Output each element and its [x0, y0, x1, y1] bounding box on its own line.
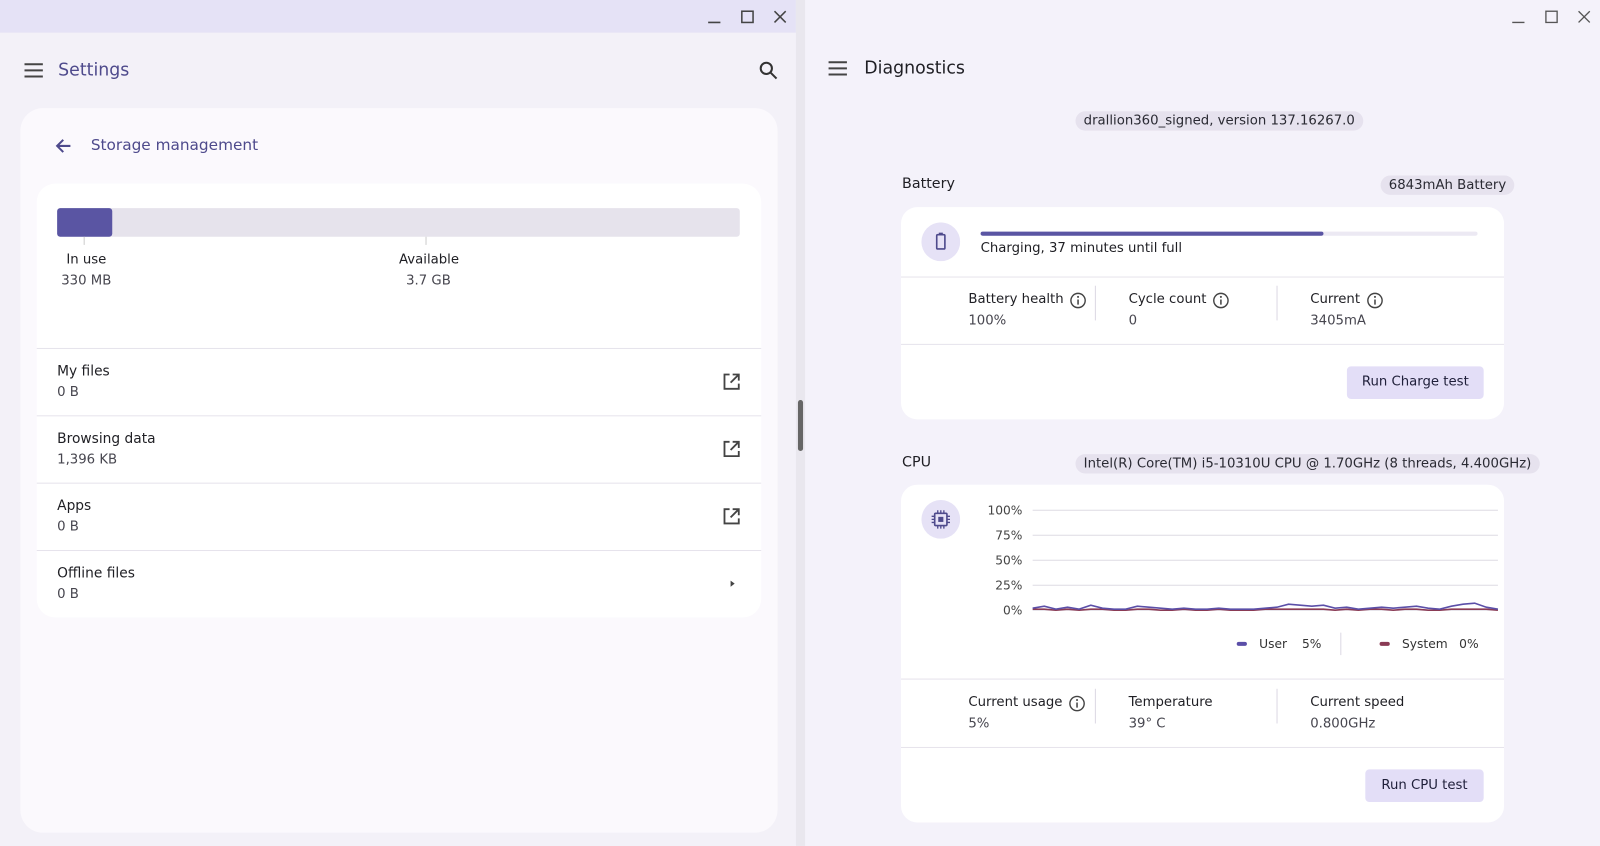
- in-use-value: 330 MB: [61, 273, 112, 289]
- window-controls[interactable]: [704, 8, 790, 26]
- charge-status: Charging, 37 minutes until full: [980, 240, 1183, 257]
- item-size: 0 B: [57, 586, 79, 603]
- item-size: 0 B: [57, 519, 79, 535]
- separator: [901, 746, 1505, 748]
- chevron-icon[interactable]: [720, 572, 742, 594]
- stat-value: 3405mA: [1310, 313, 1366, 329]
- menu-icon[interactable]: [828, 60, 848, 76]
- marker: [425, 236, 427, 245]
- info-icon[interactable]: [1069, 695, 1086, 712]
- stat-value: 0: [1128, 313, 1138, 329]
- run-cpu-test-button[interactable]: Run CPU test: [1365, 769, 1484, 803]
- open-icon[interactable]: [720, 370, 742, 392]
- separator: [901, 678, 1505, 680]
- stat-value: 5%: [968, 716, 990, 732]
- app-title: Diagnostics: [864, 58, 965, 79]
- stat-label: Current: [1310, 291, 1361, 308]
- item-size: 0 B: [57, 384, 79, 400]
- search-icon[interactable]: [759, 61, 779, 81]
- app-title: Settings: [58, 60, 130, 81]
- y-tick-label: 50%: [995, 553, 1022, 567]
- title-bar: [0, 0, 796, 33]
- storage-row[interactable]: [36, 549, 762, 618]
- stat-label: Current usage: [968, 694, 1063, 711]
- page-title: Storage management: [90, 135, 259, 155]
- y-tick-label: 0%: [1003, 603, 1022, 617]
- charge-track: [980, 231, 1478, 236]
- version-pill: drallion360_signed, version 137.16267.0: [1075, 111, 1363, 131]
- legend-name: System: [1402, 637, 1448, 651]
- available-label: Available: [398, 252, 460, 268]
- storage-used: [57, 208, 112, 237]
- battery-badge: 6843mAh Battery: [1380, 175, 1515, 195]
- item-name: Offline files: [57, 565, 135, 582]
- back-arrow[interactable]: [54, 137, 72, 155]
- series-line: [1032, 602, 1499, 611]
- legend-value: 0%: [1459, 637, 1478, 651]
- available-value: 3.7 GB: [406, 273, 451, 289]
- stat-divider: [1276, 285, 1278, 321]
- open-icon[interactable]: [720, 505, 742, 527]
- stat-value: 39° C: [1128, 716, 1166, 732]
- series-line: [1032, 608, 1499, 612]
- separator: [901, 343, 1505, 345]
- legend-swatch: [1236, 641, 1247, 646]
- in-use-label: In use: [66, 252, 107, 268]
- y-tick-label: 75%: [995, 528, 1022, 542]
- item-name: Browsing data: [57, 430, 156, 447]
- cpu-card: [901, 484, 1505, 823]
- stat-label: Current speed: [1310, 694, 1405, 711]
- stat-value: 100%: [968, 313, 1007, 329]
- storage-row[interactable]: [36, 415, 762, 483]
- run-charge-test-button[interactable]: Run Charge test: [1346, 366, 1484, 399]
- stat-divider: [1094, 688, 1096, 724]
- stat-divider: [1094, 285, 1096, 321]
- storage-card: [36, 183, 762, 618]
- info-icon[interactable]: [1213, 292, 1230, 309]
- item-size: 1,396 KB: [57, 452, 118, 468]
- info-icon[interactable]: [1070, 292, 1087, 309]
- legend-name: User: [1259, 637, 1288, 651]
- storage-row[interactable]: [36, 347, 762, 416]
- info-icon[interactable]: [1366, 292, 1383, 309]
- legend-value: 5%: [1302, 637, 1321, 651]
- stat-label: Cycle count: [1128, 291, 1207, 308]
- menu-icon[interactable]: [23, 62, 43, 78]
- open-icon[interactable]: [720, 438, 742, 460]
- legend-swatch: [1379, 641, 1390, 646]
- item-name: Apps: [57, 497, 92, 515]
- divider-handle[interactable]: [797, 399, 804, 452]
- item-name: My files: [57, 363, 110, 380]
- storage-bar: [57, 208, 740, 237]
- section-heading: Battery: [902, 175, 955, 192]
- storage-row[interactable]: [36, 482, 762, 551]
- charge-fill: [980, 231, 1324, 236]
- marker: [83, 236, 85, 245]
- y-tick-label: 100%: [987, 503, 1022, 517]
- stat-label: Temperature: [1128, 694, 1213, 711]
- stat-divider: [1276, 688, 1278, 724]
- battery-icon: [921, 222, 961, 262]
- stat-label: Battery health: [968, 291, 1064, 308]
- cpu-chart: 100% 75% 50% 25% 0% User 5% System 0%: [987, 503, 1499, 656]
- section-heading: CPU: [902, 454, 932, 471]
- window-controls[interactable]: [1508, 8, 1594, 26]
- stat-value: 0.800GHz: [1310, 716, 1376, 732]
- separator: [901, 276, 1505, 278]
- cpu-icon: [921, 499, 961, 539]
- cpu-badge: Intel(R) Core(TM) i5-10310U CPU @ 1.70GH…: [1075, 454, 1540, 474]
- y-tick-label: 25%: [995, 578, 1022, 592]
